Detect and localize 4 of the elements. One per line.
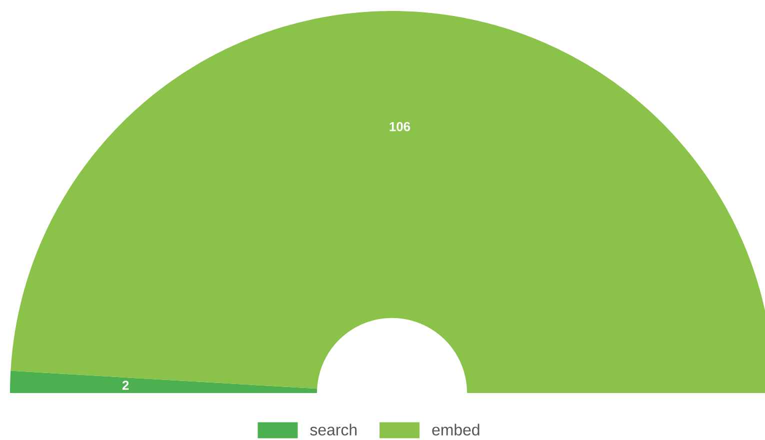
data-label: 106	[390, 122, 410, 132]
data-label: 2	[122, 380, 129, 390]
legend-label: search	[310, 424, 357, 436]
legend-label: embed	[432, 424, 480, 436]
